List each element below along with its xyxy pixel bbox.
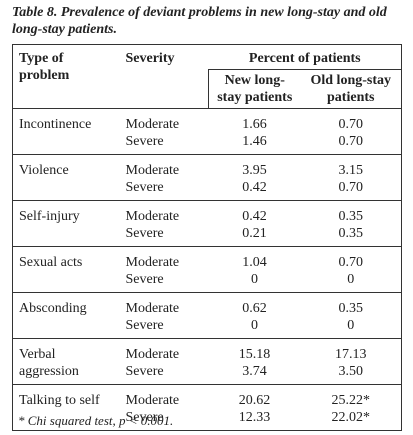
new-value: 1.66 [208, 108, 301, 133]
old-value: 0.70 [338, 180, 364, 195]
table-row: Severe 1.46 0.70 [13, 133, 402, 155]
severity-cell: Moderate [119, 338, 209, 363]
header-new: New long-stay patients [208, 69, 301, 109]
severity-cell: Severe [125, 226, 164, 241]
table-row: Violence Moderate 3.95 3.15 [12, 154, 402, 201]
new-value: 0 [251, 318, 258, 333]
new-value: 12.33 [238, 410, 271, 425]
header-old: Old long-stay patients [310, 73, 391, 105]
severity-cell: Moderate [119, 200, 209, 225]
old-value: 3.15 [300, 154, 402, 179]
new-value: 0.21 [242, 226, 267, 241]
problem-cell: Sexual acts [12, 246, 120, 293]
problem-cell: Absconding [12, 292, 120, 339]
table-row: Severe 0.42 0.70 [13, 179, 402, 201]
old-value: 17.13 [300, 338, 402, 363]
new-value: 1.04 [208, 246, 301, 271]
table-title: Table 8. Prevalence of deviant problems … [12, 5, 387, 37]
data-table: Type of problem Severity Percent of pati… [12, 44, 402, 431]
old-value: 0.35 [300, 292, 402, 317]
new-value: 0.42 [242, 180, 267, 195]
table-row: Absconding Moderate 0.62 0.35 [12, 292, 402, 339]
severity-cell: Severe [125, 180, 164, 195]
severity-cell: Severe [125, 134, 164, 149]
old-value: 25.22* [300, 384, 402, 409]
old-value: 0.70 [338, 134, 364, 149]
problem-cell: Verbal aggression [12, 338, 120, 385]
new-value: 1.46 [242, 134, 267, 149]
table-row: Severe 12.33 22.02* [13, 409, 402, 431]
new-value: 15.18 [208, 338, 301, 363]
severity-cell: Moderate [119, 246, 209, 271]
severity-cell: Moderate [119, 154, 209, 179]
severity-cell: Severe [125, 364, 164, 379]
header-severity: Severity [125, 51, 175, 66]
old-value: 3.50 [338, 364, 364, 379]
header-percent: Percent of patients [208, 44, 402, 70]
table-row: Severe 0 0 [13, 271, 402, 293]
old-value: 0 [347, 272, 355, 287]
table-row: Severe 0 0 [13, 317, 402, 339]
header-problem: Type of problem [19, 51, 70, 83]
severity-cell: Moderate [119, 108, 209, 133]
new-value: 0.42 [208, 200, 301, 225]
table-row: Sexual acts Moderate 1.04 0.70 [12, 246, 402, 293]
severity-cell: Moderate [119, 384, 209, 409]
table-row: Self-injury Moderate 0.42 0.35 [12, 200, 402, 247]
severity-cell: Moderate [119, 292, 209, 317]
problem-cell: Incontinence [12, 108, 120, 155]
table-row: Incontinence Moderate 1.66 0.70 [12, 108, 402, 155]
footnote: * Chi squared test, p < 0.001. [18, 413, 174, 428]
problem-cell: Violence [12, 154, 120, 201]
old-value: 0.35 [300, 200, 402, 225]
new-value: 3.95 [208, 154, 301, 179]
severity-cell: Severe [125, 318, 164, 333]
new-value: 0.62 [208, 292, 301, 317]
table-body: Incontinence Moderate 1.66 0.70 Severe 1.46 0.… [12, 108, 402, 431]
new-value: 3.74 [242, 364, 267, 379]
severity-cell: Severe [125, 272, 164, 287]
old-value: 0.35 [338, 226, 364, 241]
old-value: 0.70 [300, 246, 402, 271]
table-row: Verbal aggression Moderate 15.18 17.13 [12, 338, 402, 385]
severity-cell: Severe [125, 410, 164, 425]
problem-cell: Self-injury [12, 200, 120, 247]
table-row: Talking to self Moderate 20.62 25.22* [12, 384, 402, 431]
old-value: 0.70 [300, 108, 402, 133]
old-value: 22.02* [331, 410, 371, 425]
old-value: 0 [347, 318, 355, 333]
new-value: 0 [251, 272, 258, 287]
table-row: Severe 0.21 0.35 [13, 225, 402, 247]
new-value: 20.62 [208, 384, 301, 409]
table-row: Severe 3.74 3.50 [13, 363, 402, 385]
problem-cell: Talking to self [12, 384, 120, 431]
